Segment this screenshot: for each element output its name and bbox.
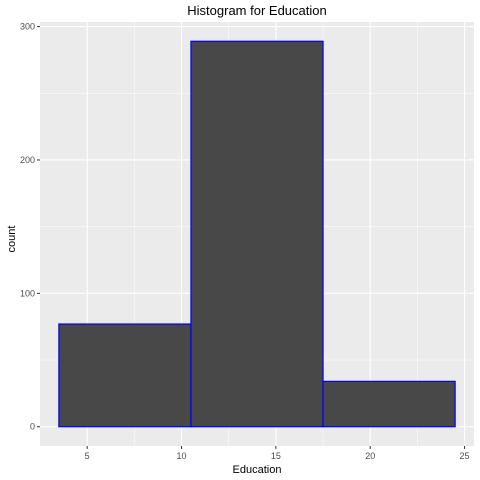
x-axis-title: Education bbox=[233, 464, 282, 476]
x-axis: 5 10 15 20 25 bbox=[85, 446, 470, 461]
y-tick-label: 200 bbox=[20, 155, 35, 165]
y-axis: 0 100 200 300 bbox=[20, 22, 40, 432]
histogram-bar-1 bbox=[58, 323, 192, 428]
chart-title: Histogram for Education bbox=[187, 3, 326, 18]
x-tick-label: 20 bbox=[365, 451, 375, 461]
x-tick-label: 5 bbox=[85, 451, 90, 461]
histogram-bar-2 bbox=[190, 40, 324, 428]
y-axis-title: count bbox=[6, 226, 18, 253]
x-tick-label: 25 bbox=[460, 451, 470, 461]
bars bbox=[58, 40, 456, 428]
x-tick-label: 15 bbox=[271, 451, 281, 461]
histogram-bar-3 bbox=[322, 380, 456, 428]
y-tick-label: 0 bbox=[30, 422, 35, 432]
x-tick-label: 10 bbox=[177, 451, 187, 461]
y-tick-label: 300 bbox=[20, 22, 35, 32]
y-tick-label: 100 bbox=[20, 288, 35, 298]
